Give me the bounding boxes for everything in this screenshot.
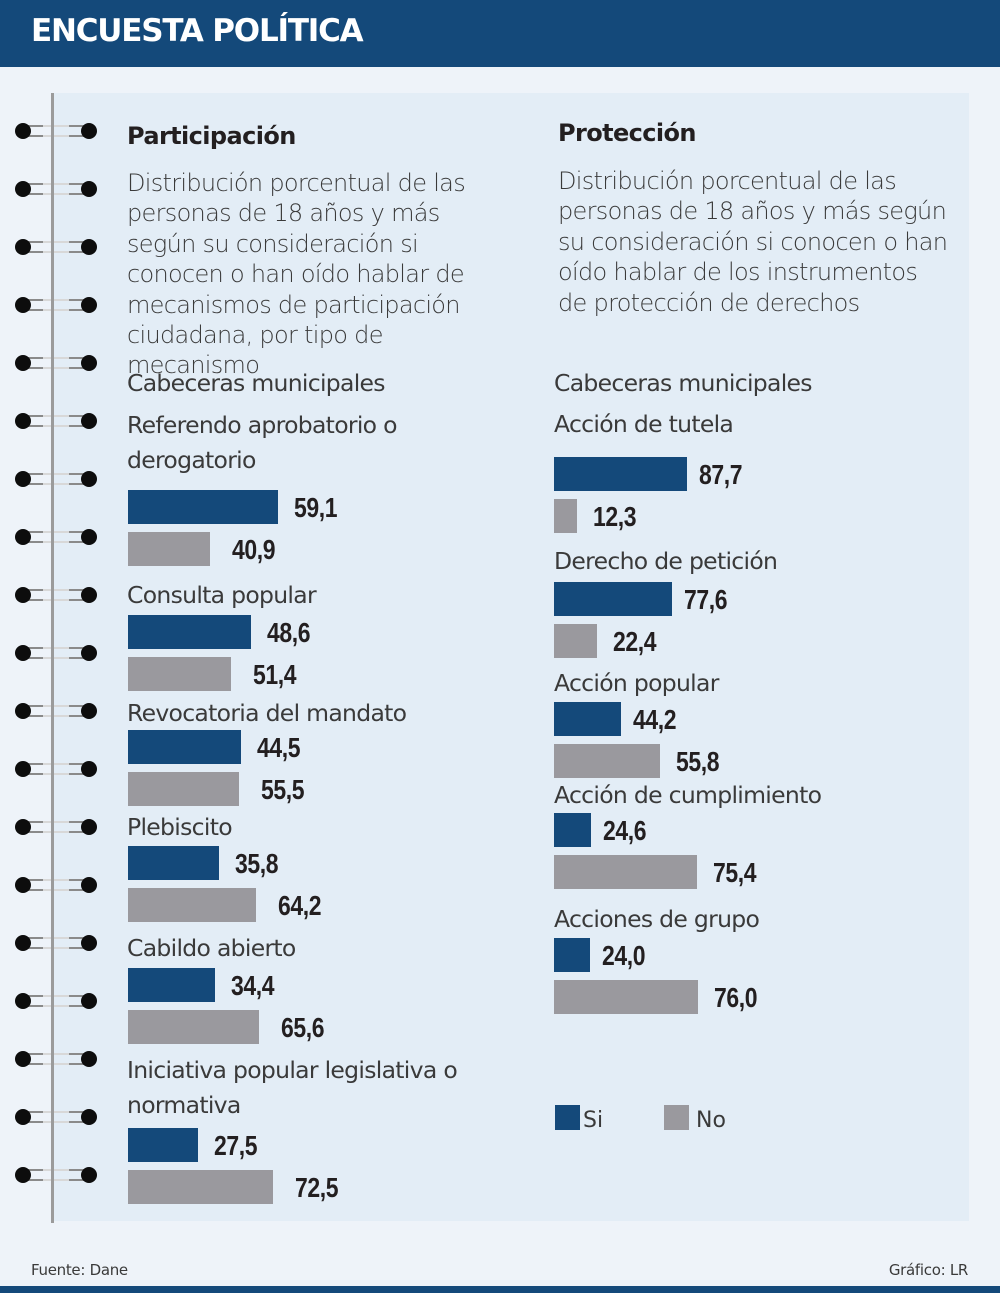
binding-ring [15,645,97,661]
category-label: Acción popular [554,669,719,697]
value-label-si: 27,5 [213,1130,257,1161]
binding-ring [15,297,97,313]
binding-ring [15,703,97,719]
legend-si-swatch [555,1105,580,1130]
binding-ring [15,529,97,545]
bar-no [128,1010,260,1044]
category-label: Referendo aprobatorio o derogatorio [127,411,397,474]
bottom-banner [0,1286,1000,1293]
bar-si [128,846,219,880]
legend-no-label: No [696,1108,726,1133]
bar-si [554,582,672,616]
category-label: Acción de tutela [554,410,734,438]
participacion-description: Distribución porcentual de las personas … [127,169,466,380]
proteccion-title: Protección [558,119,697,147]
binding-ring [15,239,97,255]
proteccion-subtitle: Cabeceras municipales [554,369,813,397]
binding-ring [15,819,97,835]
bar-no [554,499,578,533]
bar-si [554,938,591,972]
binding-ring [15,471,97,487]
participacion-title: Participación [127,122,296,150]
binding-ring [15,181,97,197]
proteccion-description: Distribución porcentual de las personas … [558,167,948,317]
header-banner: ENCUESTA POLÍTICA [0,0,1000,67]
bar-no [128,532,210,566]
bar-no [128,657,231,691]
binding-ring [15,587,97,603]
value-label-si: 35,8 [234,848,278,879]
value-label-no: 51,4 [252,659,296,690]
bar-si [128,490,279,524]
binding-ring [15,123,97,139]
bar-si [554,457,688,491]
bar-no [128,888,257,922]
bar-si [128,730,242,764]
bar-si [554,813,592,847]
binding-ring [15,355,97,371]
bar-no [554,624,597,658]
value-label-si: 34,4 [231,970,275,1001]
value-label-no: 76,0 [714,982,758,1013]
value-label-no: 12,3 [593,501,637,532]
binding-ring [15,993,97,1009]
category-label: Iniciativa popular legislativa o normati… [127,1056,458,1119]
source-note: Fuente: Dane [31,1261,128,1279]
value-label-no: 55,8 [676,746,720,777]
bar-si [128,968,216,1002]
category-label: Consulta popular [127,581,317,609]
value-label-si: 59,1 [294,492,338,523]
value-label-no: 40,9 [231,534,275,565]
value-label-no: 72,5 [295,1172,339,1203]
bar-no [128,1170,273,1204]
binding-ring [15,1109,97,1125]
binding-ring [15,1167,97,1183]
bar-no [128,772,239,806]
value-label-no: 65,6 [281,1012,325,1043]
legend-si-label: Si [583,1108,604,1133]
value-label-no: 64,2 [278,890,322,921]
page-title: ENCUESTA POLÍTICA [31,13,364,49]
value-label-si: 24,6 [603,815,647,846]
bar-si [128,1128,198,1162]
category-label: Cabildo abierto [127,934,296,962]
legend-no-swatch [664,1105,689,1130]
notebook-spine [51,93,54,1223]
bar-no [554,744,661,778]
value-label-no: 75,4 [713,857,757,888]
value-label-si: 87,7 [699,459,743,490]
bar-no [554,855,698,889]
binding-ring [15,413,97,429]
graphic-credit: Gráfico: LR [888,1261,968,1279]
bar-si [554,702,622,736]
value-label-si: 77,6 [683,584,727,615]
value-label-si: 48,6 [267,617,311,648]
category-label: Revocatoria del mandato [127,699,407,727]
value-label-si: 24,0 [602,940,646,971]
category-label: Acciones de grupo [554,905,760,933]
bar-si [128,615,252,649]
value-label-si: 44,5 [257,732,301,763]
value-label-no: 22,4 [612,626,656,657]
value-label-no: 55,5 [261,774,305,805]
binding-ring [15,761,97,777]
category-label: Derecho de petición [554,547,778,575]
value-label-si: 44,2 [633,704,677,735]
category-label: Acción de cumplimiento [554,781,822,809]
binding-ring [15,1051,97,1067]
category-label: Plebiscito [127,813,233,841]
binding-ring [15,935,97,951]
binding-ring [15,877,97,893]
participacion-subtitle: Cabeceras municipales [127,369,386,397]
bar-no [554,980,699,1014]
